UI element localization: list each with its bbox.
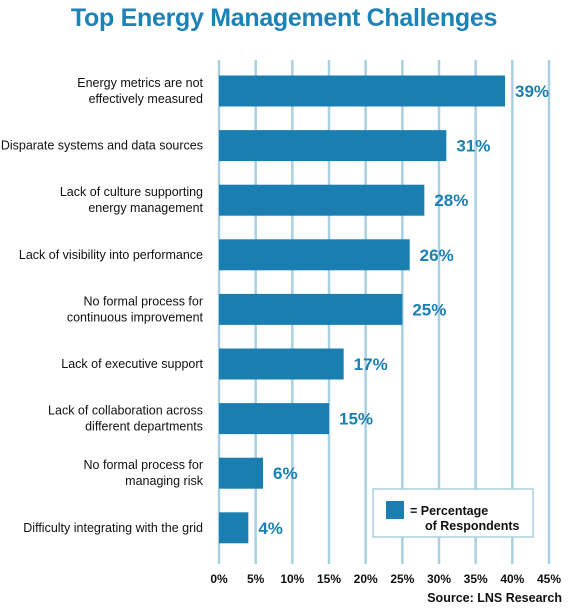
bar [219, 184, 425, 216]
data-label: 4% [258, 519, 283, 538]
legend-swatch [386, 501, 404, 519]
category-label: Lack of executive support [61, 357, 203, 371]
data-label: 6% [273, 464, 298, 483]
x-tick-label: 15% [317, 572, 341, 586]
value-labels: 39% 31% 28% 26% 25% 17% 15% 6% 4% [258, 82, 549, 538]
data-label: 17% [354, 355, 388, 374]
chart-title: Top Energy Management Challenges [70, 4, 498, 32]
x-tick-label: 40% [500, 572, 524, 586]
category-label: Lack of visibility into performance [19, 248, 203, 262]
category-label: Energy metrics are not effectively measur… [77, 76, 203, 106]
legend: = Percentage of Respondents [372, 488, 534, 538]
x-tick-label: 35% [464, 572, 488, 586]
bar [219, 457, 263, 489]
x-tick-label: 10% [280, 572, 304, 586]
x-tick-label: 30% [427, 572, 451, 586]
x-tick-label: 5% [247, 572, 265, 586]
category-labels: Energy metrics are not effectively measur… [1, 76, 204, 535]
source-note: Source: LNS Research [427, 591, 562, 605]
x-tick-label: 20% [354, 572, 378, 586]
category-label: Lack of collaboration across different de… [48, 404, 203, 434]
category-label: Lack of culture supporting energy managem… [60, 185, 204, 215]
data-label: 31% [456, 137, 490, 156]
bar [219, 75, 505, 107]
legend-line-2: of Respondents [425, 519, 519, 533]
x-axis-ticks: 0% 5% 10% 15% 20% 25% 30% 35% 40% 45% [210, 572, 561, 586]
bars [219, 75, 505, 544]
data-label: 28% [434, 191, 468, 210]
bar [219, 130, 447, 162]
data-label: 25% [412, 300, 446, 319]
bar [219, 348, 344, 380]
bar [219, 239, 410, 271]
bar [219, 293, 403, 325]
bar [219, 403, 329, 435]
x-tick-label: 25% [390, 572, 414, 586]
data-label: 15% [339, 410, 373, 429]
x-tick-label: 0% [210, 572, 228, 586]
x-tick-label: 45% [537, 572, 561, 586]
category-label: Difficulty integrating with the grid [23, 521, 203, 535]
legend-line-1: = Percentage [410, 504, 488, 518]
data-label: 26% [420, 246, 454, 265]
data-label: 39% [515, 82, 549, 101]
category-label: Disparate systems and data sources [1, 139, 203, 153]
category-label: No formal process for continuous improvem… [67, 294, 204, 324]
bar [219, 512, 249, 544]
category-label: No formal process for managing risk [84, 458, 204, 488]
